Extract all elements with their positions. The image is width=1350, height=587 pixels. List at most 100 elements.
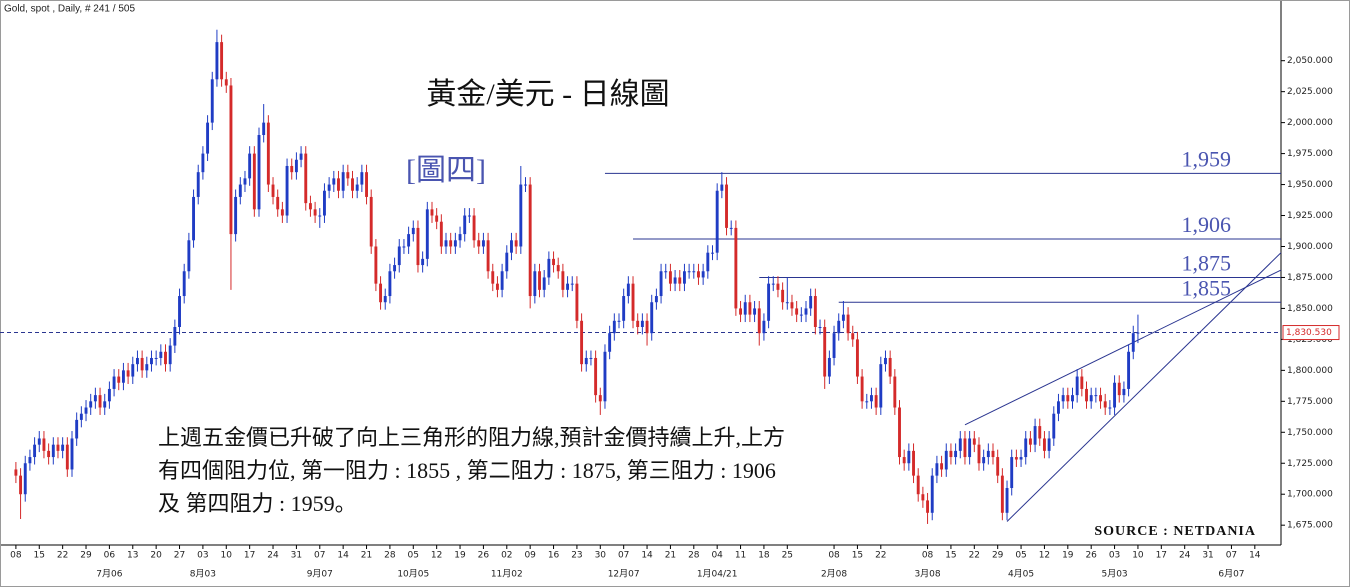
x-tick-label: 19 <box>1062 551 1074 561</box>
candle-body <box>327 184 331 191</box>
candle-body <box>720 184 724 191</box>
candle-body <box>159 351 163 358</box>
candle-body <box>37 438 41 445</box>
candle-body <box>1057 401 1060 414</box>
x-tick-label: 09 <box>524 551 536 561</box>
candle-body <box>636 320 640 327</box>
candle-body <box>150 357 153 365</box>
y-tick-label: 1,700.000 <box>1287 490 1333 500</box>
x-tick-label: 22 <box>57 551 68 561</box>
candle-body <box>757 308 761 334</box>
y-tick-label: 1,850.000 <box>1287 304 1333 314</box>
candle-body <box>28 457 32 464</box>
chart-subtitle: [圖四] <box>406 154 486 187</box>
candle-body <box>271 184 275 197</box>
candle-body <box>168 345 172 365</box>
candle-body <box>514 240 518 247</box>
y-tick-label: 1,975.000 <box>1287 149 1333 159</box>
trend-line <box>1006 252 1282 522</box>
candle-body <box>280 209 284 216</box>
x-tick-label: 12 <box>1039 551 1050 561</box>
candle-body <box>575 283 579 321</box>
candle-body <box>435 215 439 222</box>
x-tick-label: 11 <box>735 551 746 561</box>
candle-body <box>164 351 167 365</box>
x-tick-label: 20 <box>150 551 162 561</box>
candle-body <box>510 240 513 253</box>
month-label: 8月03 <box>190 569 216 580</box>
candle-body <box>547 258 551 278</box>
candle-body <box>762 320 766 334</box>
y-tick-label: 1,925.000 <box>1287 211 1333 221</box>
candle-body <box>23 463 27 495</box>
y-tick-label: 1,800.000 <box>1287 366 1333 376</box>
candle-body <box>930 475 934 513</box>
candle-body <box>654 296 658 303</box>
candle-body <box>926 500 930 513</box>
candle-body <box>220 42 224 80</box>
candle-body <box>248 153 252 179</box>
source: SOURCE : NETDANIA <box>1094 524 1256 539</box>
month-label: 7月06 <box>96 569 122 580</box>
candle-body <box>1052 413 1056 439</box>
candle-body <box>743 302 747 315</box>
x-tick-label: 03 <box>1109 551 1120 561</box>
x-tick-label: 21 <box>665 551 676 561</box>
x-tick-label: 24 <box>1179 551 1191 561</box>
candle-body <box>42 438 46 451</box>
candle-body <box>126 370 130 377</box>
candle-body <box>781 289 785 303</box>
candle-body <box>192 196 196 241</box>
candle-body <box>972 438 976 445</box>
candle-body <box>916 475 920 495</box>
candle-body <box>715 190 719 253</box>
candle-body <box>173 327 177 346</box>
candle-body <box>355 184 359 191</box>
candle-body <box>673 277 677 284</box>
candle-body <box>958 438 962 451</box>
candle-body <box>495 283 499 290</box>
resistance-label: 1,855 <box>1182 275 1232 300</box>
candle-body <box>206 122 210 154</box>
candle-body <box>196 172 200 197</box>
x-tick-label: 30 <box>595 551 607 561</box>
candle-body <box>383 296 387 303</box>
candle-body <box>140 357 144 371</box>
candle-body <box>645 320 649 334</box>
candle-body <box>318 215 322 217</box>
candle-body <box>369 196 373 247</box>
annotation-line: 及 第四阻力 : 1959。 <box>158 491 357 516</box>
month-label: 5月03 <box>1101 569 1127 580</box>
candle-body <box>692 271 696 273</box>
candle-body <box>439 221 443 247</box>
candle-body <box>963 438 967 458</box>
candle-body <box>687 271 691 273</box>
candle-body <box>921 494 925 501</box>
candle-body <box>486 240 490 272</box>
x-tick-label: 31 <box>291 551 302 561</box>
candle-body <box>598 395 602 402</box>
candle-body <box>528 184 532 297</box>
candle-body <box>519 184 523 247</box>
candle-body <box>884 357 887 365</box>
x-tick-label: 15 <box>852 551 863 561</box>
candle-body <box>323 190 326 216</box>
x-tick-label: 14 <box>641 551 653 561</box>
candle-body <box>753 308 757 315</box>
x-tick-label: 14 <box>337 551 349 561</box>
candle-body <box>1080 376 1084 389</box>
y-tick-label: 1,675.000 <box>1287 521 1333 531</box>
candle-body <box>145 364 149 371</box>
candle-body <box>678 277 682 284</box>
candle-body <box>229 85 233 235</box>
candle-body <box>252 153 256 210</box>
x-tick-label: 15 <box>34 551 45 561</box>
candle-body <box>1127 351 1131 389</box>
candle-body <box>215 42 219 80</box>
candle-body <box>1000 475 1004 513</box>
candle-body <box>89 401 93 408</box>
candle-body <box>290 165 294 173</box>
y-tick-label: 1,900.000 <box>1287 242 1333 252</box>
annotation-line: 有四個阻力位, 第一阻力 : 1855 , 第二阻力 : 1875, 第三阻力 … <box>158 458 776 483</box>
candle-body <box>664 271 668 273</box>
